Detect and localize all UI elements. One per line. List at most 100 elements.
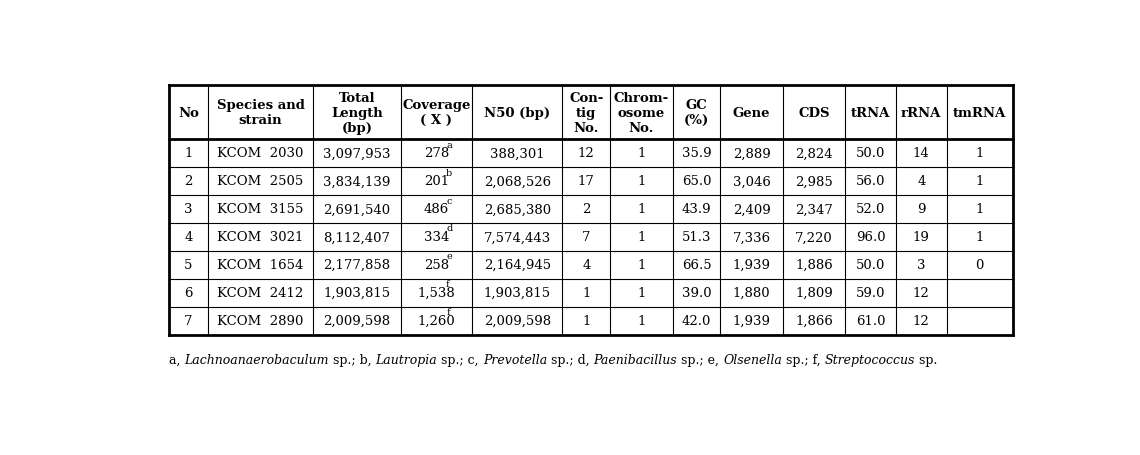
Text: sp.; f,: sp.; f, [782,353,824,366]
Text: 51.3: 51.3 [682,231,711,244]
Text: 19: 19 [913,231,930,244]
Text: 7,336: 7,336 [733,231,771,244]
Text: 1,939: 1,939 [733,314,771,328]
Text: 1: 1 [637,258,645,272]
Text: 1: 1 [637,287,645,299]
Text: sp.; d,: sp.; d, [547,353,594,366]
Text: 2: 2 [583,203,591,216]
Text: c: c [446,196,451,205]
Text: 1: 1 [637,147,645,160]
Text: sp.; c,: sp.; c, [438,353,482,366]
Text: b: b [446,168,453,177]
Text: 1,866: 1,866 [796,314,833,328]
Text: e: e [446,252,451,261]
Text: 1: 1 [185,147,193,160]
Text: KCOM  1654: KCOM 1654 [218,258,303,272]
Text: 2,347: 2,347 [796,203,833,216]
Text: 4: 4 [917,175,926,188]
Text: Lachnoanaerobaculum: Lachnoanaerobaculum [185,353,328,366]
Text: 1,538: 1,538 [417,287,455,299]
Text: 12: 12 [578,147,595,160]
Text: 7,220: 7,220 [796,231,833,244]
Text: 3,046: 3,046 [733,175,771,188]
Text: 1: 1 [976,203,984,216]
Text: 2,177,858: 2,177,858 [324,258,391,272]
Text: Species and
strain: Species and strain [217,99,304,127]
Text: 50.0: 50.0 [856,147,886,160]
Text: KCOM  2030: KCOM 2030 [218,147,303,160]
Text: 1: 1 [637,314,645,328]
Text: 65.0: 65.0 [682,175,711,188]
Text: 201: 201 [424,175,449,188]
Text: 3: 3 [184,203,193,216]
Text: 6: 6 [184,287,193,299]
Text: Streptococcus: Streptococcus [824,353,915,366]
Text: 1: 1 [637,175,645,188]
Text: CDS: CDS [798,106,830,119]
Text: sp.; b,: sp.; b, [328,353,375,366]
Text: sp.: sp. [915,353,937,366]
Text: Prevotella: Prevotella [482,353,547,366]
Text: 9: 9 [917,203,926,216]
Text: d: d [446,224,453,233]
Text: 39.0: 39.0 [682,287,711,299]
Text: 1: 1 [976,231,984,244]
Text: KCOM  3155: KCOM 3155 [218,203,303,216]
Text: 2,409: 2,409 [733,203,771,216]
Text: 42.0: 42.0 [682,314,711,328]
Text: 7: 7 [583,231,591,244]
Text: KCOM  3021: KCOM 3021 [218,231,303,244]
Text: Con-
tig
No.: Con- tig No. [569,91,603,134]
Text: 50.0: 50.0 [856,258,886,272]
Text: 17: 17 [578,175,595,188]
Text: a,: a, [169,353,185,366]
Text: N50 (bp): N50 (bp) [484,106,551,119]
Text: f: f [446,280,449,289]
Text: 8,112,407: 8,112,407 [324,231,391,244]
Text: 3,834,139: 3,834,139 [324,175,391,188]
Text: 1: 1 [637,231,645,244]
Text: 61.0: 61.0 [856,314,886,328]
Text: KCOM  2890: KCOM 2890 [218,314,303,328]
Text: 2,985: 2,985 [796,175,833,188]
Text: 0: 0 [976,258,984,272]
Text: 1,886: 1,886 [796,258,833,272]
Text: tmRNA: tmRNA [953,106,1007,119]
Text: 3: 3 [917,258,926,272]
Text: Paenibacillus: Paenibacillus [594,353,677,366]
Text: 7: 7 [184,314,193,328]
Text: 7,574,443: 7,574,443 [483,231,551,244]
Text: 4: 4 [583,258,591,272]
Text: 2,009,598: 2,009,598 [483,314,551,328]
Text: 96.0: 96.0 [856,231,886,244]
Text: Coverage
( X ): Coverage ( X ) [402,99,471,127]
Text: 12: 12 [913,314,930,328]
Text: Olsenella: Olsenella [723,353,782,366]
Text: 1,809: 1,809 [796,287,833,299]
Text: 2,824: 2,824 [796,147,833,160]
Text: 59.0: 59.0 [856,287,886,299]
Text: 2,685,380: 2,685,380 [483,203,551,216]
Text: 1: 1 [583,287,591,299]
Text: rRNA: rRNA [901,106,942,119]
Text: 14: 14 [913,147,930,160]
Text: 66.5: 66.5 [682,258,711,272]
Text: 2,164,945: 2,164,945 [483,258,551,272]
Text: 1: 1 [976,175,984,188]
Text: 1,260: 1,260 [417,314,455,328]
Text: 1: 1 [976,147,984,160]
Text: tRNA: tRNA [852,106,890,119]
Text: 1,903,815: 1,903,815 [483,287,551,299]
Text: Chrom-
osome
No.: Chrom- osome No. [613,91,669,134]
Text: 5: 5 [185,258,193,272]
Text: 2,889: 2,889 [733,147,771,160]
Text: KCOM  2412: KCOM 2412 [218,287,303,299]
Text: 4: 4 [185,231,193,244]
Text: 1,939: 1,939 [733,258,771,272]
Text: 388,301: 388,301 [490,147,545,160]
Text: f: f [446,308,450,317]
Text: Lautropia: Lautropia [375,353,438,366]
Text: 43.9: 43.9 [682,203,711,216]
Text: 1,903,815: 1,903,815 [324,287,391,299]
Text: 2: 2 [185,175,193,188]
